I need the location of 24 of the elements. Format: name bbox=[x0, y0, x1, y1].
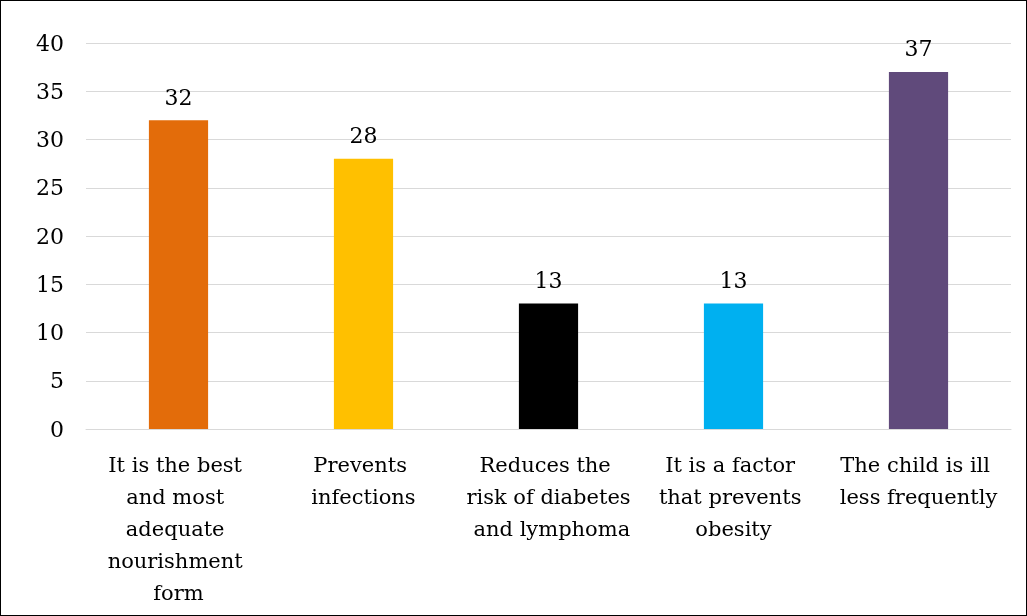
bar bbox=[703, 303, 764, 429]
y-tick-label: 10 bbox=[36, 320, 64, 345]
y-tick-label: 15 bbox=[36, 271, 64, 297]
bar bbox=[148, 120, 209, 429]
y-tick-label: 40 bbox=[36, 30, 64, 56]
data-label: 13 bbox=[534, 268, 563, 294]
bar bbox=[518, 303, 579, 429]
y-tick-label: 5 bbox=[50, 368, 64, 394]
x-tick-label: It is the best and most adequate nourishment form bbox=[107, 453, 250, 605]
y-tick-label: 20 bbox=[36, 223, 64, 249]
bar bbox=[333, 158, 394, 429]
x-tick-label: The child is ill less frequently bbox=[839, 453, 998, 509]
data-label: 37 bbox=[904, 36, 933, 62]
data-label: 32 bbox=[164, 84, 193, 110]
y-tick-label: 35 bbox=[36, 78, 64, 104]
x-tick-label: Reduces the risk of diabetes and lymphoma bbox=[466, 453, 631, 541]
y-tick-label: 30 bbox=[36, 127, 64, 152]
y-tick-label: 0 bbox=[50, 416, 64, 442]
bar bbox=[888, 71, 949, 429]
y-tick-label: 25 bbox=[36, 175, 64, 201]
data-label: 13 bbox=[719, 268, 748, 294]
x-tick-label: Prevents infections bbox=[311, 453, 416, 509]
x-tick-label: It is a factor that prevents obesity bbox=[658, 453, 809, 541]
data-label: 28 bbox=[349, 123, 378, 149]
